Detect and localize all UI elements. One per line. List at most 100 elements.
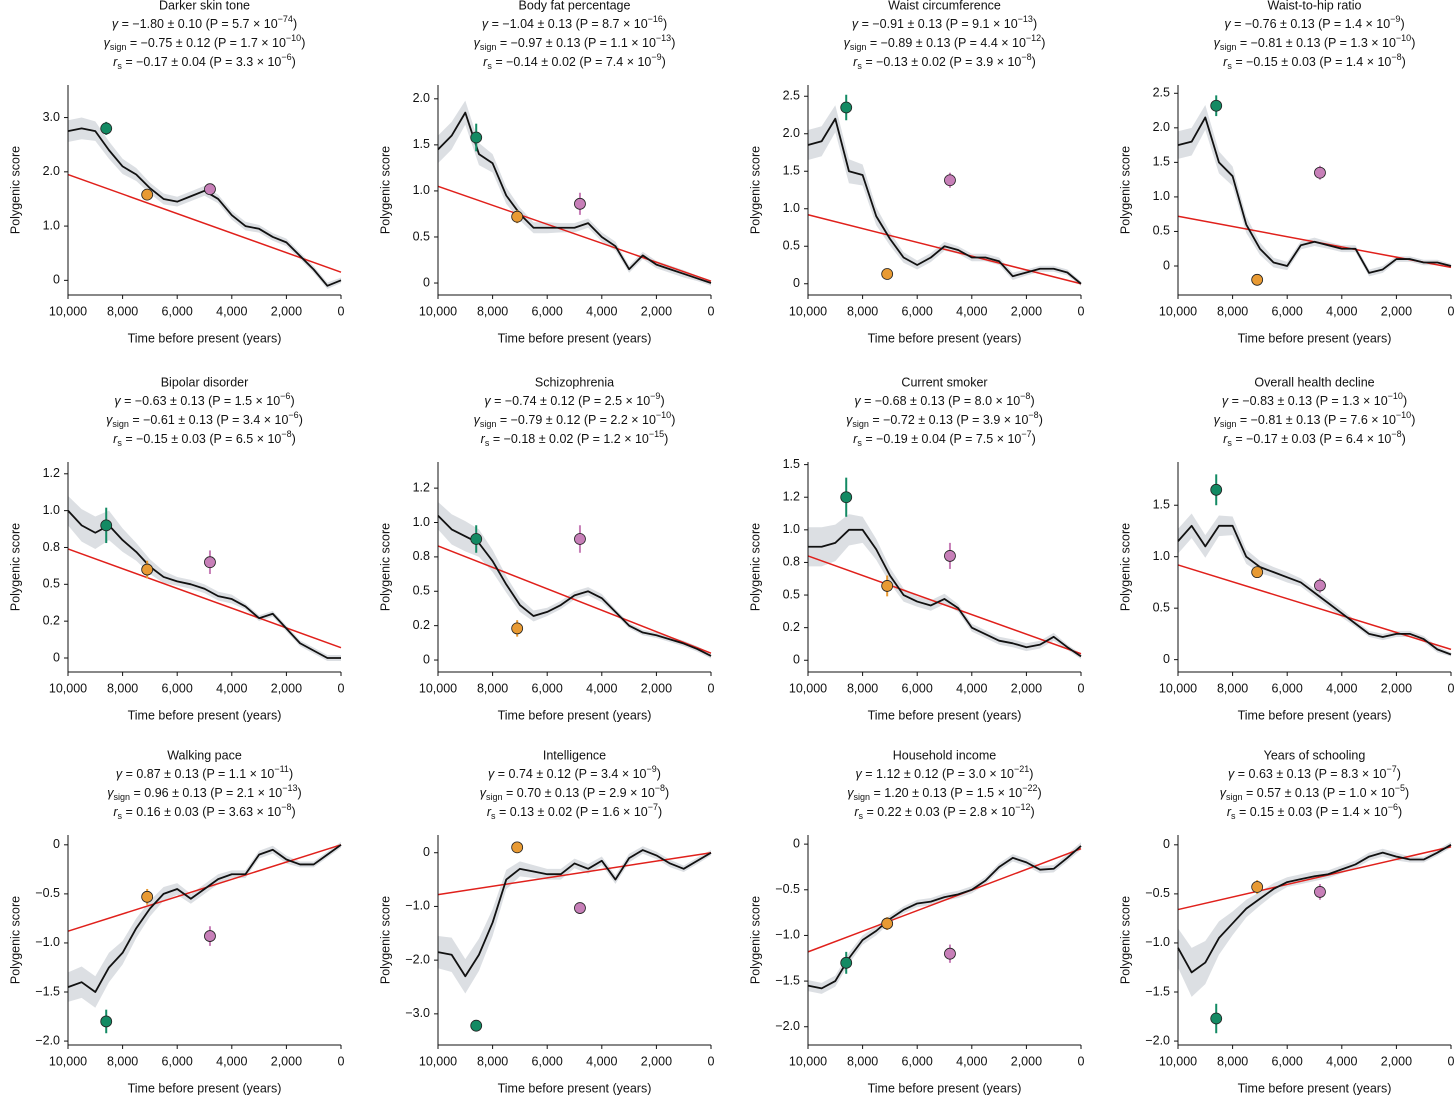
stat-exponent: −13 — [282, 783, 297, 793]
stat-line: γsign = 0.57 ± 0.13 (P = 1.0 × 10−5) — [1220, 783, 1409, 802]
stat-text: = −0.13 ± 0.02 (P = 3.9 × 10 — [862, 55, 1022, 69]
x-tick-label: 8,000 — [107, 304, 138, 318]
x-axis-label: Time before present (years) — [128, 708, 282, 722]
y-tick-label: 1.0 — [783, 522, 800, 536]
sample-point — [1210, 483, 1223, 496]
y-tick-label: 1.5 — [1153, 155, 1170, 169]
stat-symbol: γ — [1220, 786, 1227, 800]
stat-text: = −0.18 ± 0.02 (P = 1.2 × 10 — [489, 432, 649, 446]
panel-title: Walking pace — [167, 748, 242, 762]
stat-symbol: r — [1223, 432, 1228, 446]
confidence-band — [438, 501, 711, 659]
x-tick-label: 4,000 — [956, 304, 987, 318]
sample-point — [881, 268, 894, 280]
stat-line: γsign = 0.70 ± 0.13 (P = 2.9 × 10−8) — [480, 783, 669, 802]
stat-exponent: −9 — [650, 391, 660, 401]
stat-line: γsign = 0.96 ± 0.13 (P = 2.1 × 10−13) — [107, 783, 301, 802]
stat-line: γsign = −0.75 ± 0.12 (P = 1.7 × 10−10) — [104, 33, 306, 52]
stat-line: rs = −0.13 ± 0.02 (P = 3.9 × 10−8) — [853, 52, 1036, 71]
y-tick-label: 0 — [423, 652, 430, 666]
y-tick-label: 0.5 — [43, 577, 60, 591]
sample-point — [881, 580, 894, 592]
stat-text: = 0.74 ± 0.12 (P = 3.4 × 10 — [494, 767, 646, 781]
stat-close: ) — [1397, 767, 1401, 781]
stat-symbol: r — [113, 55, 118, 69]
sample-point — [100, 122, 113, 135]
y-tick-label: −1.0 — [35, 935, 60, 949]
stat-symbol: γ — [488, 767, 495, 781]
stat-close: ) — [1411, 413, 1415, 427]
stat-close: ) — [289, 767, 293, 781]
stat-exponent: −7 — [1387, 764, 1397, 774]
stat-exponent: −8 — [1028, 410, 1038, 420]
y-tick-label: 0.5 — [413, 584, 430, 598]
x-tick-label: 4,000 — [586, 1054, 617, 1068]
panel-title: Waist circumference — [888, 0, 1001, 12]
y-tick-label: 1.0 — [1153, 549, 1170, 563]
x-axis-label: Time before present (years) — [868, 708, 1022, 722]
y-axis-label: Polygenic score — [748, 896, 762, 984]
sample-point — [141, 563, 154, 576]
x-tick-label: 4,000 — [956, 1054, 987, 1068]
regression-line — [807, 555, 1082, 655]
stat-line: rs = −0.15 ± 0.03 (P = 1.4 × 10−8) — [1223, 52, 1406, 71]
x-tick-label: 4,000 — [956, 681, 987, 695]
x-axis-label: Time before present (years) — [128, 331, 282, 345]
stat-text: = −0.81 ± 0.13 (P = 1.3 × 10 — [1236, 36, 1396, 50]
stat-symbol: r — [853, 55, 858, 69]
stat-line: γsign = −0.97 ± 0.13 (P = 1.1 × 10−13) — [474, 33, 676, 52]
stat-symbol: r — [113, 805, 118, 819]
y-tick-label: 0 — [793, 836, 800, 850]
stat-symbol: γ — [1224, 17, 1231, 31]
y-tick-label: 0.5 — [783, 239, 800, 253]
stat-line: rs = 0.16 ± 0.03 (P = 3.63 × 10−8) — [113, 802, 295, 821]
sample-point — [1314, 886, 1326, 898]
sample-point — [1251, 273, 1264, 286]
stat-subscript: sign — [480, 42, 497, 52]
y-tick-label: −2.0 — [775, 1019, 800, 1033]
stat-close: ) — [1033, 17, 1037, 31]
stat-symbol: γ — [474, 413, 481, 427]
stat-close: ) — [292, 55, 296, 69]
y-tick-label: 2.5 — [1153, 86, 1170, 100]
y-tick-label: 1.0 — [783, 201, 800, 215]
stat-symbol: r — [853, 432, 858, 446]
x-tick-label: 10,000 — [49, 681, 87, 695]
x-tick-label: 0 — [1448, 681, 1455, 695]
y-tick-label: 1.2 — [43, 466, 60, 480]
x-tick-label: 2,000 — [1011, 681, 1042, 695]
y-tick-label: 2.0 — [1153, 120, 1170, 134]
stat-exponent: −22 — [1022, 783, 1037, 793]
stat-symbol: r — [481, 432, 486, 446]
y-tick-label: 2.0 — [413, 91, 430, 105]
sample-point — [574, 197, 586, 210]
stat-symbol: r — [113, 432, 118, 446]
y-tick-label: −0.5 — [35, 886, 60, 900]
y-tick-label: 1.0 — [413, 183, 430, 197]
stat-subscript: s — [485, 438, 490, 448]
x-tick-label: 10,000 — [1159, 681, 1197, 695]
stat-text: = −0.97 ± 0.13 (P = 1.1 × 10 — [496, 36, 656, 50]
y-axis-label: Polygenic score — [1118, 523, 1132, 611]
y-axis-label: Polygenic score — [1118, 146, 1132, 234]
stat-exponent: −8 — [1021, 52, 1031, 62]
stat-text: = 0.13 ± 0.02 (P = 1.6 × 10 — [496, 805, 648, 819]
stat-close: ) — [657, 767, 661, 781]
regression-line — [67, 548, 342, 649]
x-tick-label: 0 — [1078, 1054, 1085, 1068]
stat-exponent: −8 — [281, 429, 291, 439]
x-tick-label: 2,000 — [1381, 1054, 1412, 1068]
regression-line — [437, 851, 712, 896]
x-tick-label: 8,000 — [107, 1054, 138, 1068]
stat-subscript: sign — [852, 419, 869, 429]
stat-text: = 1.12 ± 0.12 (P = 3.0 × 10 — [862, 767, 1014, 781]
x-tick-label: 10,000 — [1159, 304, 1197, 318]
stat-text: = 0.96 ± 0.13 (P = 2.1 × 10 — [130, 786, 282, 800]
y-axis-label: Polygenic score — [378, 896, 392, 984]
stat-exponent: −74 — [278, 14, 293, 24]
x-tick-label: 4,000 — [216, 1054, 247, 1068]
y-tick-label: −1.5 — [1145, 984, 1170, 998]
stat-close: ) — [291, 805, 295, 819]
x-axis-label: Time before present (years) — [128, 1081, 282, 1095]
stat-line: γ = −0.68 ± 0.13 (P = 8.0 × 10−8) — [854, 391, 1034, 408]
